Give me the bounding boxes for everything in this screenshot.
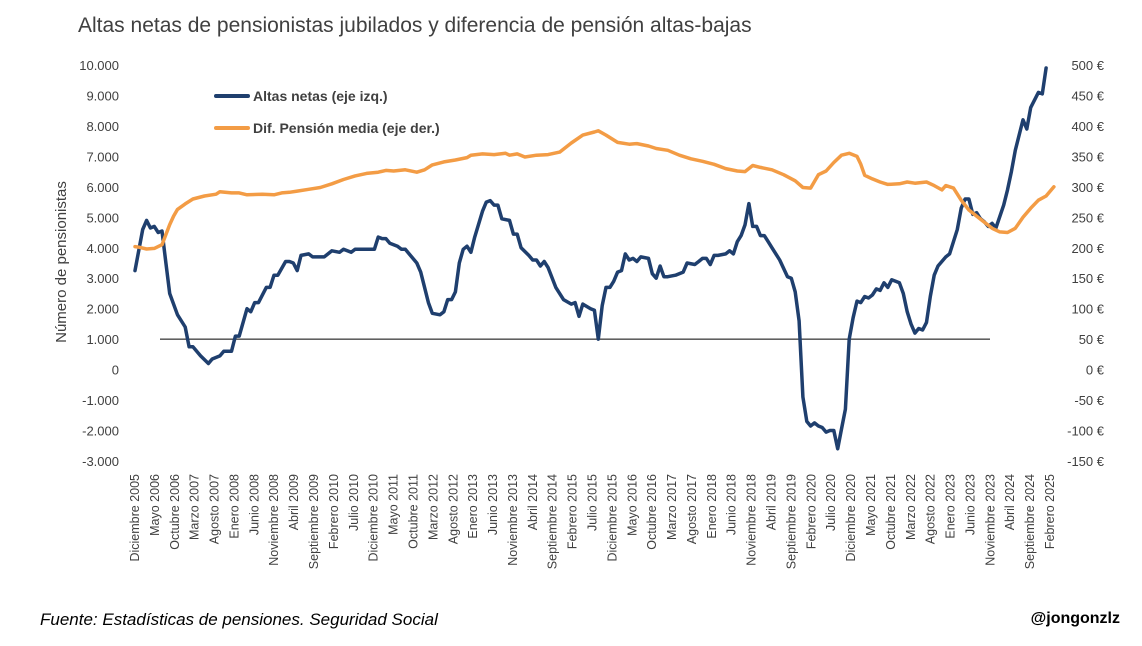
x-tick-label: Noviembre 2008 <box>267 474 281 566</box>
y-tick-label: -2.000 <box>82 424 119 439</box>
x-tick-label: Mayo 2016 <box>625 474 639 536</box>
x-tick-label: Febrero 2010 <box>327 474 341 549</box>
x-tick-label: Mayo 2006 <box>148 474 162 536</box>
series-line-dif-pension <box>133 129 1056 251</box>
y2-tick-label: 450 € <box>1071 88 1104 103</box>
x-tick-label: Marzo 2017 <box>665 474 679 540</box>
x-tick-label: Noviembre 2023 <box>983 474 997 566</box>
y-axis-label: Número de pensionistas <box>53 181 70 343</box>
y-tick-label: 1.000 <box>86 332 119 347</box>
x-tick-label: Septiembre 2024 <box>1023 474 1037 569</box>
y2-tick-label: 200 € <box>1071 241 1104 256</box>
x-tick-label: Junio 2013 <box>486 474 500 535</box>
x-tick-label: Junio 2023 <box>963 474 977 535</box>
y-tick-label: 0 <box>112 363 119 378</box>
series-line-altas-netas <box>133 66 1048 451</box>
y2-tick-label: 100 € <box>1071 302 1104 317</box>
x-tick-label: Septiembre 2019 <box>784 474 798 569</box>
x-tick-label: Octubre 2011 <box>407 474 421 549</box>
x-tick-label: Noviembre 2018 <box>745 474 759 566</box>
x-axis-ticks: Diciembre 2005 Mayo 2006 Octubre 2006 Marzo… <box>128 474 1057 569</box>
x-tick-label: Marzo 2022 <box>904 474 918 540</box>
y2-tick-label: 350 € <box>1071 149 1104 164</box>
y2-tick-label: -50 € <box>1074 393 1104 408</box>
y2-tick-label: -100 € <box>1067 424 1105 439</box>
y2-tick-label: 500 € <box>1071 58 1104 73</box>
y2-tick-label: 0 € <box>1086 363 1105 378</box>
x-tick-label: Julio 2020 <box>824 474 838 531</box>
y2-tick-label: 250 € <box>1071 210 1104 225</box>
x-tick-label: Septiembre 2009 <box>307 474 321 569</box>
y-tick-label: 5.000 <box>86 210 119 225</box>
x-tick-label: Marzo 2012 <box>426 474 440 540</box>
line-chart: -3.000 -2.000 -1.000 0 1.000 2.000 3.000 4.000 5… <box>53 58 1105 569</box>
y-tick-label: -1.000 <box>82 393 119 408</box>
x-tick-label: Enero 2018 <box>705 474 719 539</box>
x-tick-label: Julio 2010 <box>347 474 361 531</box>
left-axis-ticks: -3.000 -2.000 -1.000 0 1.000 2.000 3.000 4.000 5… <box>79 58 119 469</box>
x-tick-label: Abril 2014 <box>526 474 540 530</box>
y-tick-label: 2.000 <box>86 302 119 317</box>
x-tick-label: Agosto 2022 <box>924 474 938 544</box>
legend-label-dif-pension: Dif. Pensión media (eje der.) <box>253 120 440 136</box>
x-tick-label: Junio 2008 <box>247 474 261 535</box>
y2-tick-label: 400 € <box>1071 119 1104 134</box>
x-tick-label: Diciembre 2005 <box>128 474 142 562</box>
x-tick-label: Febrero 2015 <box>566 474 580 549</box>
y-tick-label: -3.000 <box>82 454 119 469</box>
author-handle: @jongonzlz <box>1030 610 1120 627</box>
y2-tick-label: 50 € <box>1079 332 1105 347</box>
y2-tick-label: 150 € <box>1071 271 1104 286</box>
x-tick-label: Agosto 2007 <box>208 474 222 544</box>
x-tick-label: Agosto 2012 <box>446 474 460 544</box>
x-tick-label: Febrero 2020 <box>804 474 818 549</box>
x-tick-label: Enero 2008 <box>228 474 242 539</box>
right-axis-ticks: -150 € -100 € -50 € 0 € 50 € 100 € 150 € 200 € 2… <box>1067 58 1105 469</box>
x-tick-label: Enero 2013 <box>466 474 480 539</box>
x-tick-label: Febrero 2025 <box>1043 474 1057 549</box>
x-tick-label: Abril 2019 <box>765 474 779 530</box>
x-tick-label: Mayo 2011 <box>387 474 401 535</box>
x-tick-label: Marzo 2007 <box>188 474 202 540</box>
y2-tick-label: -150 € <box>1067 454 1105 469</box>
x-tick-label: Agosto 2017 <box>685 474 699 544</box>
y2-tick-label: 300 € <box>1071 180 1104 195</box>
x-tick-label: Octubre 2016 <box>645 474 659 550</box>
x-tick-label: Junio 2018 <box>725 474 739 535</box>
x-tick-label: Diciembre 2010 <box>367 474 381 562</box>
y-tick-label: 10.000 <box>79 58 119 73</box>
x-tick-label: Septiembre 2014 <box>546 474 560 569</box>
x-tick-label: Diciembre 2020 <box>844 474 858 562</box>
x-tick-label: Abril 2024 <box>1003 474 1017 530</box>
chart-title: Altas netas de pensionistas jubilados y … <box>78 14 752 37</box>
x-tick-label: Enero 2023 <box>944 474 958 539</box>
legend: Altas netas (eje izq.) Dif. Pensión medi… <box>214 88 440 136</box>
x-tick-label: Julio 2015 <box>586 474 600 531</box>
x-tick-label: Mayo 2021 <box>864 474 878 536</box>
x-tick-label: Octubre 2021 <box>884 474 898 550</box>
y-tick-label: 6.000 <box>86 180 119 195</box>
y-tick-label: 4.000 <box>86 241 119 256</box>
x-tick-label: Octubre 2006 <box>168 474 182 550</box>
y-tick-label: 9.000 <box>86 88 119 103</box>
x-tick-label: Noviembre 2013 <box>506 474 520 566</box>
y-tick-label: 7.000 <box>86 149 119 164</box>
y-tick-label: 3.000 <box>86 271 119 286</box>
y-tick-label: 8.000 <box>86 119 119 134</box>
x-tick-label: Abril 2009 <box>287 474 301 530</box>
x-tick-label: Diciembre 2015 <box>605 474 619 562</box>
source-note: Fuente: Estadísticas de pensiones. Segur… <box>40 610 438 629</box>
legend-label-altas-netas: Altas netas (eje izq.) <box>253 88 388 104</box>
